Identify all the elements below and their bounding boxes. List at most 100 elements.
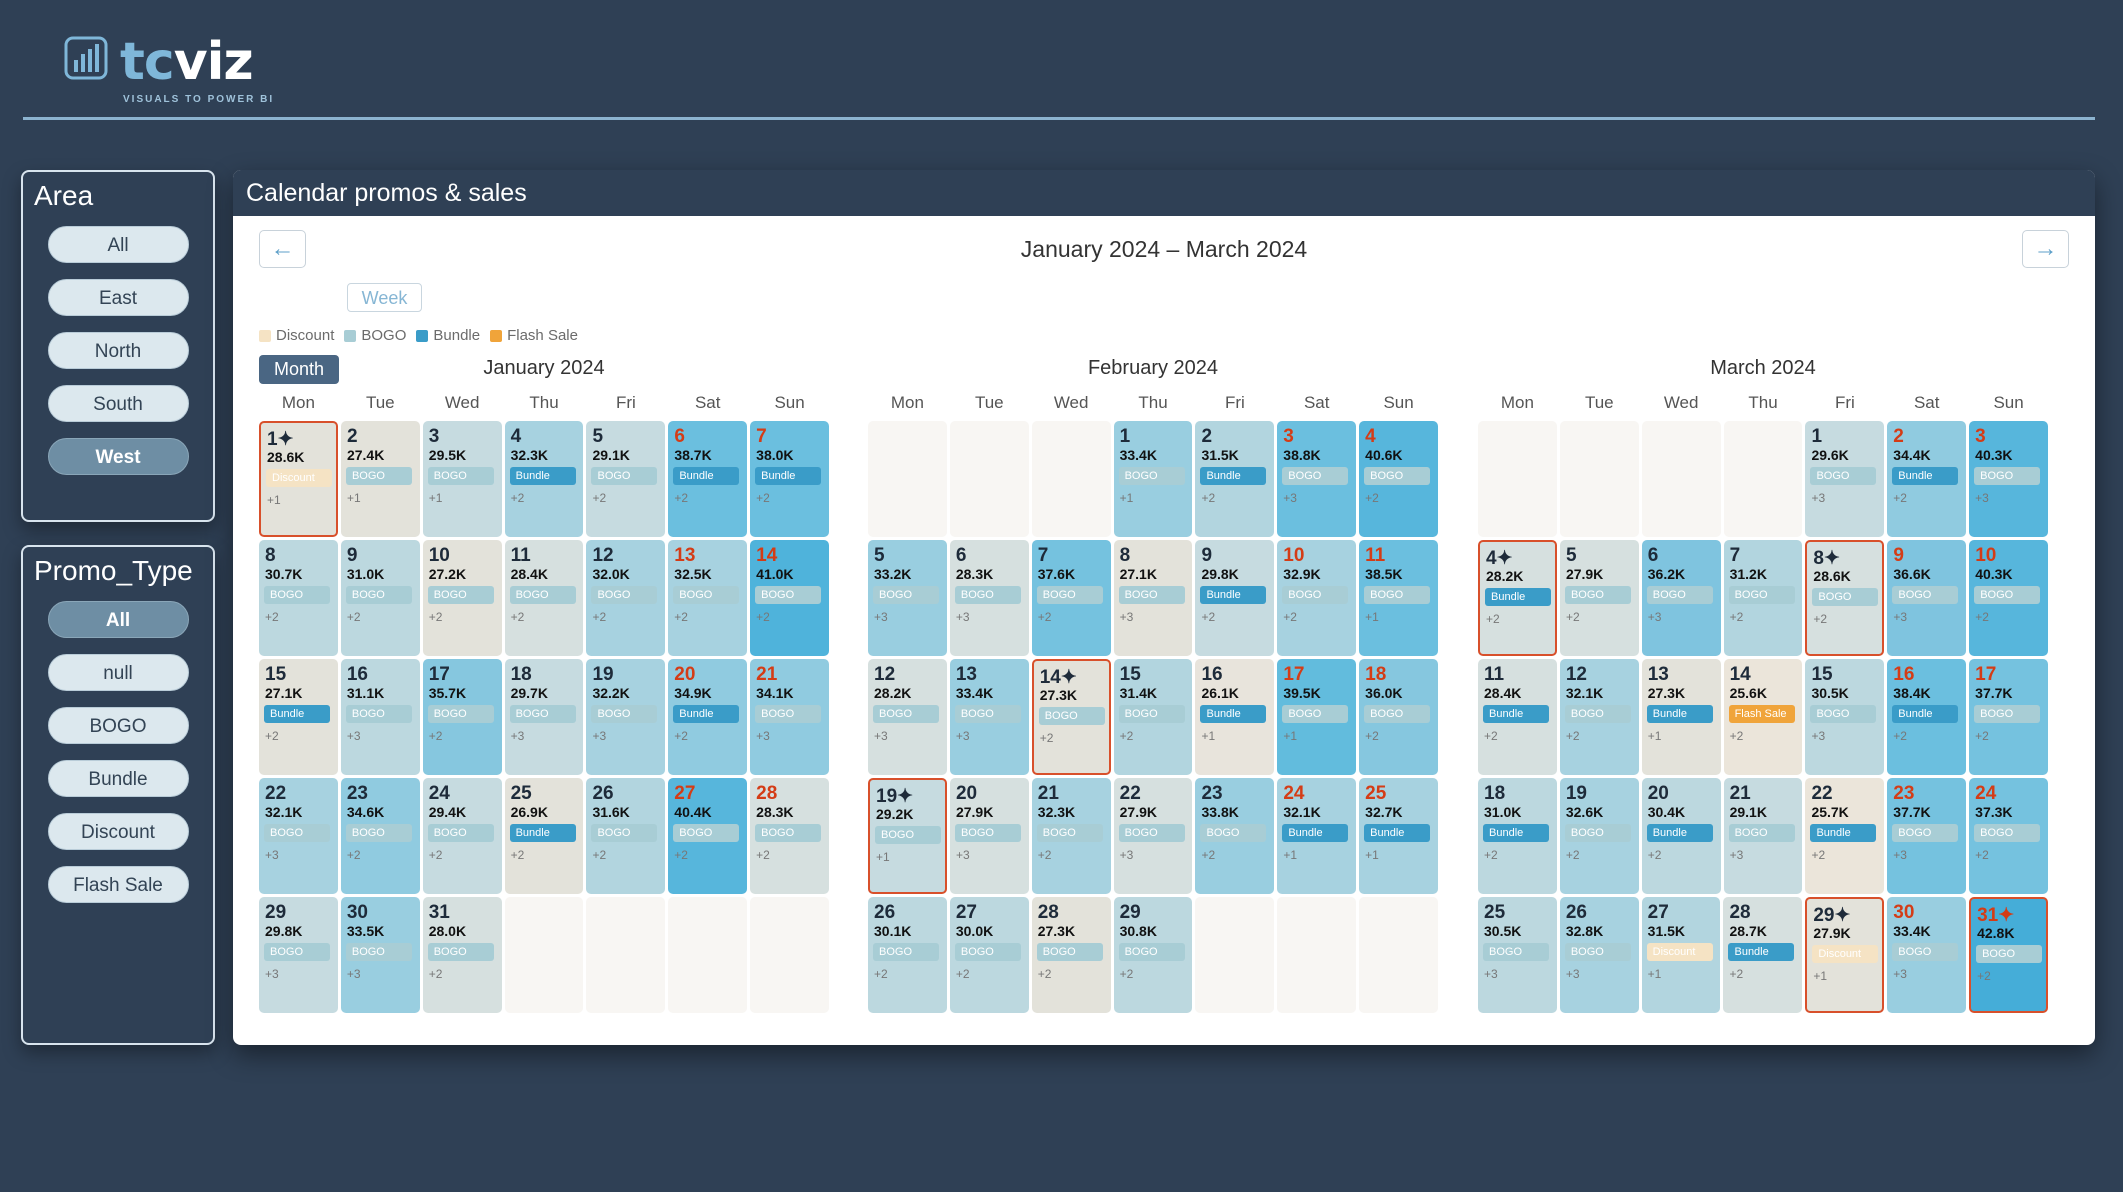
day-cell[interactable]: 6 36.2K BOGO +3 [1641, 540, 1721, 656]
day-cell[interactable]: 23 33.8K BOGO +2 [1195, 778, 1275, 894]
day-cell[interactable]: 18 31.0K Bundle +2 [1478, 778, 1557, 894]
area-slicer-option-east[interactable]: East [47, 279, 189, 316]
day-cell[interactable]: 13 32.5K BOGO +2 [668, 540, 748, 656]
day-cell[interactable]: 18 29.7K BOGO +3 [504, 659, 584, 775]
day-cell[interactable]: 24 29.4K BOGO +2 [422, 778, 502, 894]
day-cell[interactable]: 8✦ 28.6K BOGO +2 [1805, 540, 1885, 656]
day-cell[interactable]: 11 38.5K BOGO +1 [1359, 540, 1439, 656]
day-cell[interactable]: 29 30.8K BOGO +2 [1113, 897, 1193, 1013]
day-cell[interactable]: 28 27.3K BOGO +2 [1031, 897, 1111, 1013]
day-cell[interactable]: 14✦ 27.3K BOGO +2 [1031, 659, 1111, 775]
day-cell[interactable]: 15 30.5K BOGO +3 [1805, 659, 1885, 775]
day-cell[interactable]: 2 34.4K Bundle +2 [1887, 421, 1967, 537]
day-cell[interactable]: 21 34.1K BOGO +3 [750, 659, 830, 775]
day-cell[interactable]: 1 33.4K BOGO +1 [1113, 421, 1193, 537]
day-cell[interactable]: 31 28.0K BOGO +2 [422, 897, 502, 1013]
day-cell[interactable]: 15 27.1K Bundle +2 [259, 659, 338, 775]
day-cell[interactable]: 30 33.4K BOGO +3 [1887, 897, 1967, 1013]
day-cell[interactable]: 12 32.0K BOGO +2 [586, 540, 666, 656]
prev-period-button[interactable]: ← [259, 230, 306, 268]
day-cell[interactable]: 13 33.4K BOGO +3 [949, 659, 1029, 775]
day-cell[interactable]: 26 30.1K BOGO +2 [868, 897, 947, 1013]
day-cell[interactable]: 4 40.6K BOGO +2 [1359, 421, 1439, 537]
day-cell[interactable]: 5 27.9K BOGO +2 [1559, 540, 1639, 656]
day-cell[interactable]: 9 36.6K BOGO +3 [1887, 540, 1967, 656]
promo-slicer-option-flash-sale[interactable]: Flash Sale [47, 866, 189, 903]
day-cell[interactable]: 7 37.6K BOGO +2 [1031, 540, 1111, 656]
day-cell[interactable]: 10 27.2K BOGO +2 [422, 540, 502, 656]
day-cell[interactable]: 5 33.2K BOGO +3 [868, 540, 947, 656]
day-cell[interactable]: 8 27.1K BOGO +3 [1113, 540, 1193, 656]
day-cell[interactable]: 25 30.5K BOGO +3 [1478, 897, 1557, 1013]
area-slicer-option-all[interactable]: All [47, 226, 189, 263]
day-cell[interactable]: 18 36.0K BOGO +2 [1359, 659, 1439, 775]
day-cell[interactable]: 28 28.7K Bundle +2 [1723, 897, 1803, 1013]
day-cell[interactable]: 4 32.3K Bundle +2 [504, 421, 584, 537]
day-cell[interactable]: 14 41.0K BOGO +2 [750, 540, 830, 656]
day-cell[interactable]: 1 29.6K BOGO +3 [1805, 421, 1885, 537]
day-cell[interactable]: 1✦ 28.6K Discount +1 [259, 421, 338, 537]
area-slicer-option-west[interactable]: West [47, 438, 189, 475]
next-period-button[interactable]: → [2022, 230, 2069, 268]
day-cell[interactable]: 3 40.3K BOGO +3 [1969, 421, 2049, 537]
day-cell[interactable]: 6 28.3K BOGO +3 [949, 540, 1029, 656]
month-view-button[interactable]: Month [259, 355, 339, 384]
day-cell[interactable]: 22 25.7K Bundle +2 [1805, 778, 1885, 894]
promo-slicer-option-null[interactable]: null [47, 654, 189, 691]
day-cell[interactable]: 27 30.0K BOGO +2 [949, 897, 1029, 1013]
day-cell[interactable]: 25 26.9K Bundle +2 [504, 778, 584, 894]
day-cell[interactable]: 2 27.4K BOGO +1 [340, 421, 420, 537]
day-cell[interactable]: 25 32.7K Bundle +1 [1359, 778, 1439, 894]
week-view-button[interactable]: Week [347, 283, 422, 312]
day-cell[interactable]: 17 37.7K BOGO +2 [1969, 659, 2049, 775]
day-cell[interactable]: 8 30.7K BOGO +2 [259, 540, 338, 656]
day-cell[interactable]: 21 32.3K BOGO +2 [1031, 778, 1111, 894]
day-cell[interactable]: 10 32.9K BOGO +2 [1277, 540, 1357, 656]
day-cell[interactable]: 3 29.5K BOGO +1 [422, 421, 502, 537]
day-cell[interactable]: 12 28.2K BOGO +3 [868, 659, 947, 775]
day-cell[interactable]: 4✦ 28.2K Bundle +2 [1478, 540, 1557, 656]
day-cell[interactable]: 29 29.8K BOGO +3 [259, 897, 338, 1013]
day-cell[interactable]: 9 31.0K BOGO +2 [340, 540, 420, 656]
day-cell[interactable]: 16 38.4K Bundle +2 [1887, 659, 1967, 775]
day-cell[interactable]: 28 28.3K BOGO +2 [750, 778, 830, 894]
day-cell[interactable]: 30 33.5K BOGO +3 [340, 897, 420, 1013]
day-cell[interactable]: 7 38.0K Bundle +2 [750, 421, 830, 537]
day-cell[interactable]: 14 25.6K Flash Sale +2 [1723, 659, 1803, 775]
day-cell[interactable]: 21 29.1K BOGO +3 [1723, 778, 1803, 894]
area-slicer-option-south[interactable]: South [47, 385, 189, 422]
day-cell[interactable]: 23 37.7K BOGO +3 [1887, 778, 1967, 894]
day-cell[interactable]: 24 32.1K Bundle +1 [1277, 778, 1357, 894]
day-cell[interactable]: 9 29.8K Bundle +2 [1195, 540, 1275, 656]
promo-slicer-option-bundle[interactable]: Bundle [47, 760, 189, 797]
day-cell[interactable]: 24 37.3K BOGO +2 [1969, 778, 2049, 894]
day-cell[interactable]: 3 38.8K BOGO +3 [1277, 421, 1357, 537]
day-cell[interactable]: 20 27.9K BOGO +3 [949, 778, 1029, 894]
day-cell[interactable]: 22 27.9K BOGO +3 [1113, 778, 1193, 894]
day-cell[interactable]: 6 38.7K Bundle +2 [668, 421, 748, 537]
day-cell[interactable]: 17 35.7K BOGO +2 [422, 659, 502, 775]
day-cell[interactable]: 20 34.9K Bundle +2 [668, 659, 748, 775]
day-cell[interactable]: 15 31.4K BOGO +2 [1113, 659, 1193, 775]
day-cell[interactable]: 16 26.1K Bundle +1 [1195, 659, 1275, 775]
day-cell[interactable]: 17 39.5K BOGO +1 [1277, 659, 1357, 775]
promo-slicer-option-all[interactable]: All [47, 601, 189, 638]
day-cell[interactable]: 5 29.1K BOGO +2 [586, 421, 666, 537]
day-cell[interactable]: 19 32.6K BOGO +2 [1559, 778, 1639, 894]
promo-slicer-option-discount[interactable]: Discount [47, 813, 189, 850]
day-cell[interactable]: 29✦ 27.9K Discount +1 [1805, 897, 1885, 1013]
day-cell[interactable]: 27 40.4K BOGO +2 [668, 778, 748, 894]
day-cell[interactable]: 7 31.2K BOGO +2 [1723, 540, 1803, 656]
day-cell[interactable]: 11 28.4K Bundle +2 [1478, 659, 1557, 775]
day-cell[interactable]: 10 40.3K BOGO +2 [1969, 540, 2049, 656]
day-cell[interactable]: 12 32.1K BOGO +2 [1559, 659, 1639, 775]
day-cell[interactable]: 19 32.2K BOGO +3 [586, 659, 666, 775]
day-cell[interactable]: 19✦ 29.2K BOGO +1 [868, 778, 947, 894]
promo-slicer-option-bogo[interactable]: BOGO [47, 707, 189, 744]
day-cell[interactable]: 31✦ 42.8K BOGO +2 [1969, 897, 2049, 1013]
day-cell[interactable]: 26 31.6K BOGO +2 [586, 778, 666, 894]
day-cell[interactable]: 26 32.8K BOGO +3 [1559, 897, 1639, 1013]
day-cell[interactable]: 22 32.1K BOGO +3 [259, 778, 338, 894]
day-cell[interactable]: 23 34.6K BOGO +2 [340, 778, 420, 894]
day-cell[interactable]: 11 28.4K BOGO +2 [504, 540, 584, 656]
